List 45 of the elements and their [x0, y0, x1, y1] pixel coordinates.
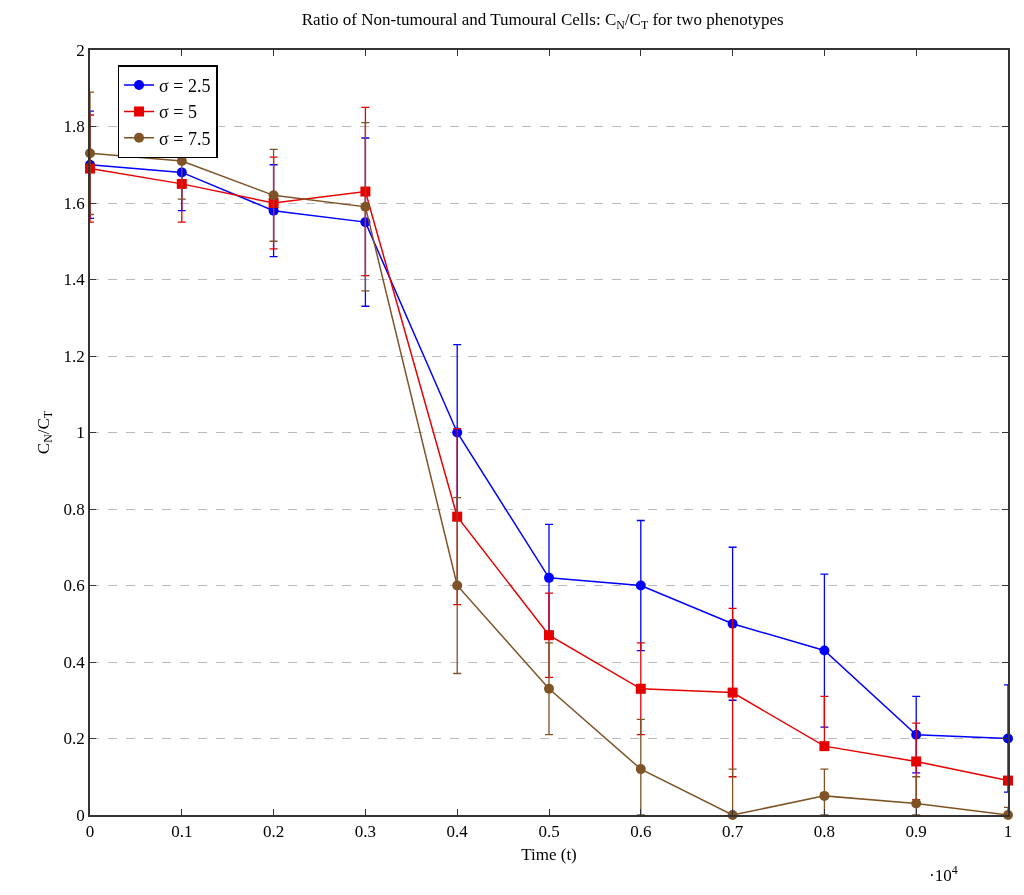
x-tick-label: 0.6 — [630, 822, 652, 842]
point — [819, 790, 830, 801]
x-tick-label: 0.4 — [446, 822, 469, 842]
point — [911, 756, 922, 767]
legend-label: σ = 2.5 — [159, 76, 211, 97]
x-tick-label: 1 — [1003, 822, 1013, 842]
x-axis-title: Time (t) — [521, 845, 577, 865]
point — [544, 683, 554, 694]
point — [360, 186, 371, 197]
point — [452, 580, 463, 591]
chart-title: Ratio of Non-tumoural and Tumoural Cells: C$_{N}$/C$_{T}$ for two phenotypes — [301, 10, 784, 32]
point — [727, 687, 738, 698]
point — [544, 630, 554, 641]
y-tick-label: 1 — [76, 423, 85, 443]
point — [819, 741, 830, 752]
legend-label: σ = 5 — [159, 102, 197, 123]
text: ·10$^{4}$ — [929, 863, 958, 886]
x-tick-label: 0.9 — [905, 822, 927, 842]
y-tick-label: 1.4 — [63, 270, 86, 290]
y-tick-label: 0.4 — [63, 652, 86, 672]
point — [268, 190, 279, 201]
x-tick-label: 0.1 — [171, 822, 193, 842]
y-tick-label: 0.6 — [63, 576, 85, 596]
y-tick-label: 0 — [76, 805, 85, 825]
x-tick-label: 0.2 — [262, 822, 285, 842]
x-tick-label: 0.8 — [813, 822, 836, 842]
y-tick-label: 0.8 — [63, 499, 85, 519]
point — [911, 798, 922, 809]
point — [635, 683, 646, 694]
point — [360, 201, 371, 212]
point — [176, 178, 187, 189]
point — [635, 764, 646, 775]
y-tick-label: 0.2 — [63, 729, 85, 749]
y-tick-label: 1.2 — [63, 346, 85, 366]
y-tick-label: 1.6 — [63, 193, 85, 213]
y-tick-label: 2 — [76, 40, 85, 60]
point — [452, 511, 463, 522]
x-tick-label: 0.3 — [354, 822, 377, 842]
x-tick-label: 0.5 — [538, 822, 560, 842]
x-tick-label: 0.7 — [721, 822, 744, 842]
point — [635, 580, 646, 591]
point — [819, 645, 830, 656]
legend-label: σ = 7.5 — [159, 128, 211, 149]
point — [544, 572, 554, 583]
y-tick-label: 1.8 — [63, 117, 85, 137]
